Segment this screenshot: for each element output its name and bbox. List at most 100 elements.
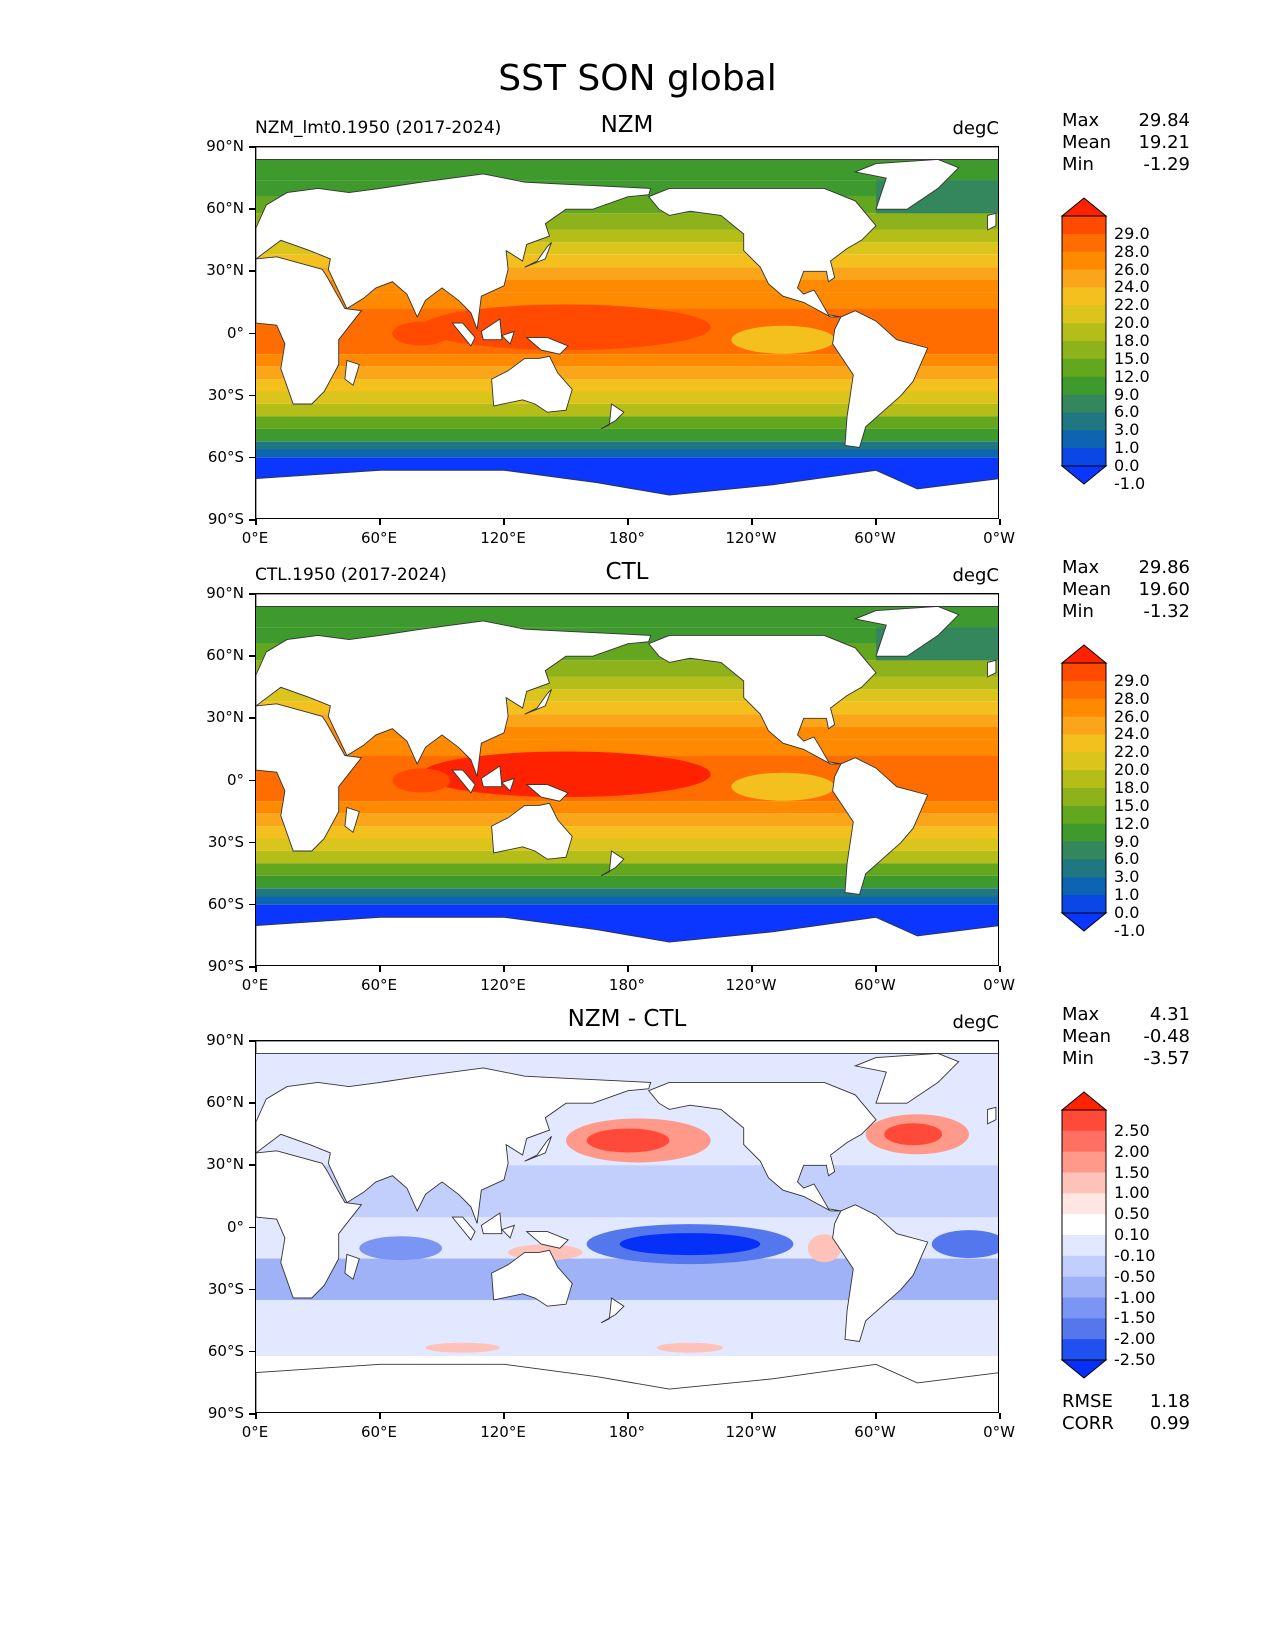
x-tick-mark (875, 1413, 877, 1419)
colorbar-segment (1062, 1130, 1106, 1153)
x-tick-mark (999, 1413, 1001, 1419)
colorbar-segment (1062, 1172, 1106, 1194)
colorbar-segment (1062, 287, 1106, 306)
colorbar-segment (1062, 358, 1106, 378)
panel-units: degC (952, 118, 1000, 139)
y-tick-mark (249, 1040, 255, 1042)
x-tick-mark (503, 1413, 505, 1419)
x-tick-label: 60°W (854, 529, 896, 547)
y-tick-label: 0° (226, 323, 244, 342)
y-tick-mark (249, 146, 255, 148)
stat-label: Min (1062, 154, 1094, 175)
colorbar-segment (1062, 895, 1106, 914)
colorbar-segment (1062, 341, 1106, 360)
y-tick-mark (249, 1164, 255, 1166)
colorbar-label: -0.50 (1114, 1266, 1156, 1286)
stat-row: Max 29.84 (1062, 110, 1190, 132)
extra-stat-row: CORR 0.99 (1062, 1413, 1190, 1435)
extra-stat-value: 0.99 (1149, 1413, 1190, 1434)
panel-stats: Max 29.86 Mean 19.60 Min -1.32 (1062, 557, 1190, 623)
colorbar-label: 1.50 (1114, 1162, 1150, 1182)
colorbar-label: 28.0 (1114, 688, 1150, 708)
y-tick-label: 60°S (207, 1341, 244, 1360)
colorbar-segment (1062, 823, 1106, 843)
y-tick-mark (249, 208, 255, 210)
x-tick-mark (999, 966, 1001, 972)
y-tick-label: 90°S (207, 957, 244, 975)
colorbar-segment (1062, 394, 1106, 413)
colorbar-label: 0.50 (1114, 1204, 1150, 1224)
extra-stat-label: CORR (1062, 1413, 1114, 1434)
y-tick-label: 90°S (207, 510, 244, 528)
x-tick-mark (875, 966, 877, 972)
colorbar-segment (1062, 788, 1106, 807)
colorbar-label: 22.0 (1114, 295, 1150, 315)
x-tick-mark (999, 519, 1001, 525)
colorbar-segment (1062, 1214, 1106, 1236)
x-tick-label: 60°W (854, 1423, 896, 1441)
colorbar-label: 2.00 (1114, 1141, 1150, 1161)
panel-extra-stats: RMSE 1.18 CORR 0.99 (1062, 1391, 1190, 1435)
colorbar-segment (1062, 680, 1106, 700)
y-tick-label: 30°N (206, 708, 244, 727)
stat-label: Max (1062, 1004, 1100, 1025)
y-tick-label: 90°N (206, 584, 244, 602)
stat-value: 29.84 (1138, 110, 1190, 131)
x-tick-label: 120°E (480, 976, 526, 994)
colorbar-label: 0.0 (1114, 456, 1140, 475)
colorbar-label: 24.0 (1114, 277, 1150, 297)
panel-stats: Max 29.84 Mean 19.21 Min -1.29 (1062, 110, 1190, 176)
extra-stat-row: RMSE 1.18 (1062, 1391, 1190, 1413)
colorbar-segment (1062, 1193, 1106, 1215)
colorbar-segment (1062, 1255, 1106, 1278)
y-tick-label: 30°S (207, 385, 244, 404)
x-tick-label: 0°E (241, 976, 269, 994)
x-tick-mark (379, 966, 381, 972)
x-tick-label: 60°E (360, 976, 398, 994)
colorbar-extend-min (1060, 1359, 1108, 1379)
stat-value: 4.31 (1149, 1004, 1190, 1025)
panel-center-title: NZM - CTL (567, 1006, 687, 1032)
colorbar-segment (1062, 752, 1106, 771)
x-tick-label: 60°W (854, 976, 896, 994)
panel-ctl: CTL.1950 (2017-2024) CTL degC 90°N 60°N 30°N 0… (0, 557, 1275, 1027)
x-tick-mark (627, 1413, 629, 1419)
colorbar-label: 20.0 (1114, 760, 1150, 780)
y-tick-label: 30°S (207, 832, 244, 851)
x-tick-label: 120°W (725, 529, 777, 547)
y-tick-label: 90°N (206, 137, 244, 155)
colorbar-label: -2.50 (1114, 1350, 1156, 1369)
map-plot-area (255, 146, 999, 519)
x-tick-mark (627, 519, 629, 525)
y-tick-label: 30°N (206, 1155, 244, 1174)
colorbar-label: 2.50 (1114, 1120, 1150, 1140)
x-tick-label: 0°W (983, 529, 1015, 547)
colorbar-label: 1.0 (1114, 438, 1140, 458)
x-tick-mark (627, 966, 629, 972)
colorbar-label: 15.0 (1114, 348, 1150, 368)
colorbar-label: -1.0 (1114, 920, 1146, 940)
colorbar-label: 29.0 (1114, 223, 1150, 243)
stat-row: Mean 19.21 (1062, 132, 1190, 154)
x-tick-label: 120°W (725, 976, 777, 994)
colorbar-label: 15.0 (1114, 795, 1150, 815)
colorbar-segment (1062, 376, 1106, 396)
panel-difference: NZM - CTL degC 90°N 60°N 30°N 0° 30°S 60°S 90°S 0… (0, 1004, 1275, 1474)
y-tick-label: 60°N (206, 1093, 244, 1112)
x-tick-mark (503, 519, 505, 525)
stat-value: 19.60 (1138, 579, 1190, 600)
colorbar (1060, 1091, 1108, 1379)
x-tick-label: 180° (608, 976, 646, 994)
colorbar-segment (1062, 841, 1106, 860)
colorbar-label: 3.0 (1114, 867, 1140, 887)
y-tick-label: 30°S (207, 1279, 244, 1298)
y-tick-mark (249, 903, 255, 906)
stat-row: Mean 19.60 (1062, 579, 1190, 601)
colorbar-segment (1062, 251, 1106, 271)
figure-title: SST SON global (498, 58, 777, 99)
colorbar-segment (1062, 1151, 1106, 1173)
y-tick-mark (249, 1102, 255, 1104)
panel-stats: Max 4.31 Mean -0.48 Min -3.57 (1062, 1004, 1190, 1070)
colorbar-segment (1062, 859, 1106, 878)
stat-value: 29.86 (1138, 557, 1190, 578)
